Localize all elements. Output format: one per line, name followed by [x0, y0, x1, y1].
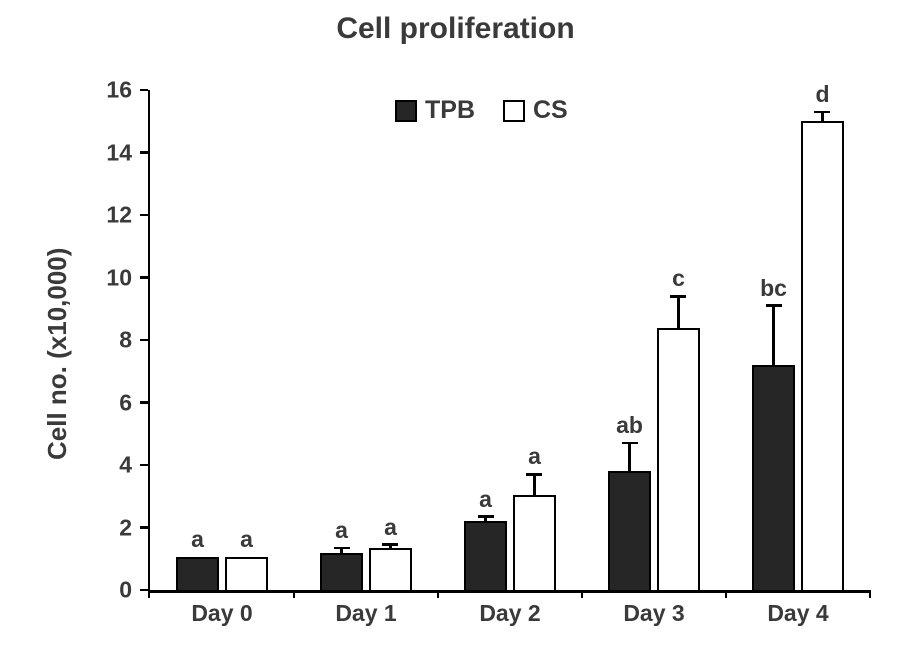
error-bar [821, 112, 824, 121]
y-tick-label: 14 [106, 139, 150, 166]
error-bar [677, 296, 680, 327]
x-tick-label: Day 2 [479, 590, 540, 627]
bar-cs [657, 328, 700, 591]
x-tick-mark [437, 590, 440, 598]
legend: TPB CS [395, 96, 568, 125]
error-bar [772, 306, 775, 365]
chart-title: Cell proliferation [0, 12, 911, 46]
significance-label: d [815, 81, 829, 108]
significance-label: ab [616, 412, 643, 439]
bar-cs [801, 121, 844, 590]
error-cap [622, 442, 638, 445]
x-tick-mark [725, 590, 728, 598]
bar-cs [225, 557, 268, 590]
error-cap [382, 543, 398, 546]
error-cap [526, 473, 542, 476]
error-cap [814, 111, 830, 114]
significance-label: bc [760, 275, 787, 302]
error-bar [628, 443, 631, 471]
legend-label: TPB [425, 96, 475, 125]
x-tick-label: Day 0 [191, 590, 252, 627]
x-tick-mark [869, 590, 872, 598]
y-tick-label: 2 [119, 514, 150, 541]
legend-label: CS [533, 96, 568, 125]
legend-swatch [395, 100, 417, 122]
error-cap [478, 515, 494, 518]
significance-label: c [672, 265, 685, 292]
x-tick-label: Day 3 [623, 590, 684, 627]
x-tick-label: Day 1 [335, 590, 396, 627]
significance-label: a [335, 517, 348, 544]
significance-label: a [191, 526, 204, 553]
y-tick-label: 6 [119, 389, 150, 416]
bar-tpb [176, 557, 219, 590]
x-tick-mark [581, 590, 584, 598]
plot-area: 0246810121416Day 0aaDay 1aaDay 2aaDay 3a… [150, 90, 870, 590]
chart-container: Cell proliferation Cell no. (x10,000) 0 2… [0, 0, 911, 671]
y-axis-label: Cell no. (x10,000) [42, 248, 73, 460]
error-cap [670, 295, 686, 298]
significance-label: a [384, 514, 397, 541]
x-tick-label: Day 4 [767, 590, 828, 627]
x-tick-mark [293, 590, 296, 598]
bar-tpb [608, 471, 651, 590]
bar-tpb [320, 553, 363, 591]
bar-tpb [752, 365, 795, 590]
x-tick-mark [148, 590, 151, 598]
legend-item-cs: CS [503, 96, 568, 125]
error-cap [334, 547, 350, 550]
y-tick-label: 10 [106, 264, 150, 291]
y-tick-label: 16 [106, 77, 150, 104]
y-tick-label: 0 [119, 577, 150, 604]
bar-cs [369, 548, 412, 590]
significance-label: a [479, 486, 492, 513]
bar-tpb [464, 521, 507, 590]
y-tick-label: 12 [106, 202, 150, 229]
y-tick-label: 8 [119, 327, 150, 354]
bar-cs [513, 495, 556, 590]
error-cap [766, 304, 782, 307]
y-tick-label: 4 [119, 452, 150, 479]
legend-item-tpb: TPB [395, 96, 475, 125]
error-bar [533, 474, 536, 494]
significance-label: a [528, 443, 541, 470]
significance-label: a [240, 526, 253, 553]
legend-swatch [503, 100, 525, 122]
